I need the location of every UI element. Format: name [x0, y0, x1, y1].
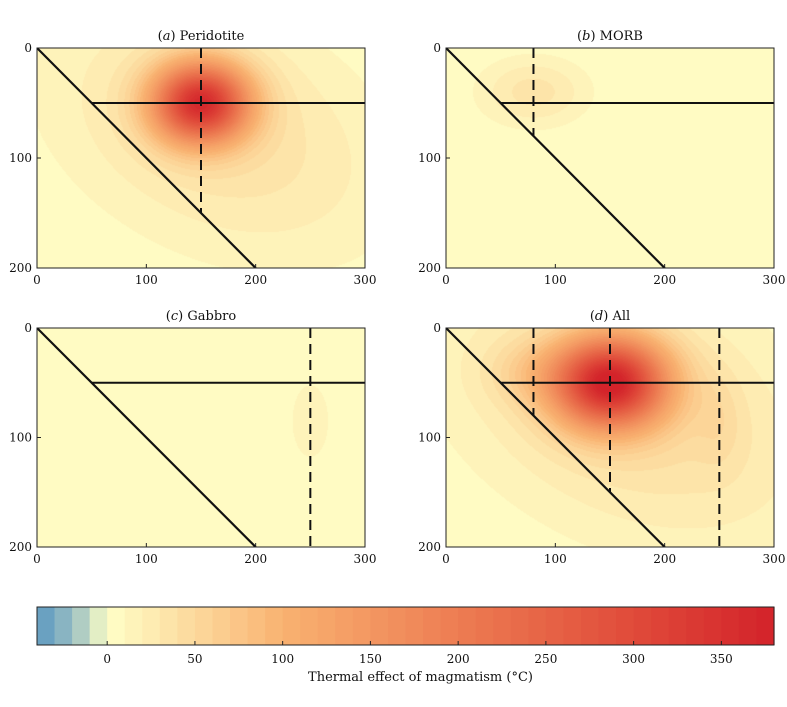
x-tick-label: 200 — [244, 552, 267, 566]
colorbar-segment — [317, 607, 336, 645]
colorbar-segment — [230, 607, 249, 645]
colorbar-segment — [423, 607, 442, 645]
panel: (d) All 0 100 200 300 0 100 200 — [418, 309, 785, 566]
x-tick-label: 200 — [244, 273, 267, 287]
colorbar-segment — [721, 607, 740, 645]
colorbar-segment — [738, 607, 758, 645]
colorbar-segment — [580, 607, 600, 645]
x-tick-label: 300 — [763, 273, 786, 287]
panel: (a) Peridotite 0 100 200 300 0 100 200 — [9, 29, 376, 287]
colorbar-segment — [686, 607, 705, 645]
colorbar-segment — [247, 607, 266, 645]
colorbar-segment — [703, 607, 722, 645]
colorbar-segment — [265, 607, 284, 645]
y-tick-label: 0 — [433, 321, 441, 335]
x-tick-label: 300 — [763, 552, 786, 566]
colorbar-segment — [493, 607, 512, 645]
colorbar-segment — [177, 607, 196, 645]
colorbar-tick-label: 250 — [534, 652, 557, 666]
panel-title: (b) MORB — [577, 29, 643, 44]
y-tick-label: 0 — [24, 41, 32, 55]
colorbar-segment — [405, 607, 424, 645]
colorbar-segment — [387, 607, 407, 645]
colorbar-segment — [633, 607, 652, 645]
colorbar-segment — [563, 607, 582, 645]
colorbar-tick-label: 200 — [447, 652, 470, 666]
colorbar-segment — [89, 607, 108, 645]
colorbar-segment — [528, 607, 547, 645]
colorbar-tick-label: 350 — [710, 652, 733, 666]
colorbar-segment — [458, 607, 477, 645]
colorbar-segment — [142, 607, 161, 645]
x-tick-label: 0 — [442, 552, 450, 566]
y-tick-label: 100 — [9, 151, 32, 165]
y-tick-label: 200 — [418, 261, 441, 275]
slab-line — [446, 328, 666, 547]
colorbar-segment — [194, 607, 214, 645]
colorbar-label: Thermal effect of magmatism (°C) — [308, 670, 533, 685]
x-tick-label: 100 — [135, 552, 158, 566]
x-tick-label: 0 — [442, 273, 450, 287]
colorbar-segment — [545, 607, 565, 645]
colorbar-tick-label: 0 — [103, 652, 111, 666]
colorbar-segment — [598, 607, 617, 645]
colorbar-segment — [282, 607, 301, 645]
colorbar-segment — [475, 607, 494, 645]
y-tick-label: 100 — [418, 431, 441, 445]
colorbar-segment — [370, 607, 389, 645]
colorbar-segment — [107, 607, 126, 645]
colorbar-segment — [300, 607, 319, 645]
colorbar-segment — [37, 607, 56, 645]
x-tick-label: 0 — [33, 552, 41, 566]
x-tick-label: 300 — [354, 273, 377, 287]
colorbar-tick-label: 50 — [187, 652, 202, 666]
colorbar-segment — [335, 607, 354, 645]
colorbar-segment — [124, 607, 143, 645]
x-tick-label: 0 — [33, 273, 41, 287]
x-tick-label: 100 — [544, 552, 567, 566]
colorbar-segment — [54, 607, 73, 645]
colorbar-tick-label: 100 — [271, 652, 294, 666]
colorbar-tick-label: 150 — [359, 652, 382, 666]
x-tick-label: 300 — [354, 552, 377, 566]
slab-line — [446, 48, 666, 268]
y-tick-label: 200 — [418, 540, 441, 554]
heatmap-field — [37, 328, 365, 547]
x-tick-label: 100 — [135, 273, 158, 287]
colorbar-segment — [212, 607, 231, 645]
colorbar-segment — [651, 607, 670, 645]
colorbar-segment — [510, 607, 529, 645]
y-tick-label: 100 — [9, 431, 32, 445]
colorbar-segment — [616, 607, 635, 645]
panel-title: (d) All — [590, 309, 630, 324]
x-tick-label: 200 — [653, 552, 676, 566]
y-tick-label: 0 — [24, 321, 32, 335]
heatmap-field — [446, 48, 774, 268]
colorbar-frame — [36, 606, 775, 646]
slab-line — [37, 328, 257, 547]
colorbar-segment — [756, 607, 775, 645]
panel-title: (c) Gabbro — [166, 309, 237, 324]
x-tick-label: 100 — [544, 273, 567, 287]
panel-title: (a) Peridotite — [158, 29, 245, 44]
y-tick-label: 0 — [433, 41, 441, 55]
panel: (c) Gabbro 0 100 200 300 0 100 200 — [9, 309, 376, 566]
colorbar: 0 50 100 150 200 250 300 350 Thermal effect of m… — [36, 606, 775, 685]
colorbar-segment — [668, 607, 687, 645]
colorbar-segment — [440, 607, 459, 645]
x-tick-label: 200 — [653, 273, 676, 287]
slab-line — [37, 48, 257, 268]
colorbar-segment — [159, 607, 178, 645]
y-tick-label: 100 — [418, 151, 441, 165]
y-tick-label: 200 — [9, 540, 32, 554]
colorbar-segment — [72, 607, 91, 645]
colorbar-segment — [352, 607, 372, 645]
colorbar-tick-label: 300 — [622, 652, 645, 666]
panel: (b) MORB 0 100 200 300 0 100 200 — [418, 29, 785, 287]
y-tick-label: 200 — [9, 261, 32, 275]
